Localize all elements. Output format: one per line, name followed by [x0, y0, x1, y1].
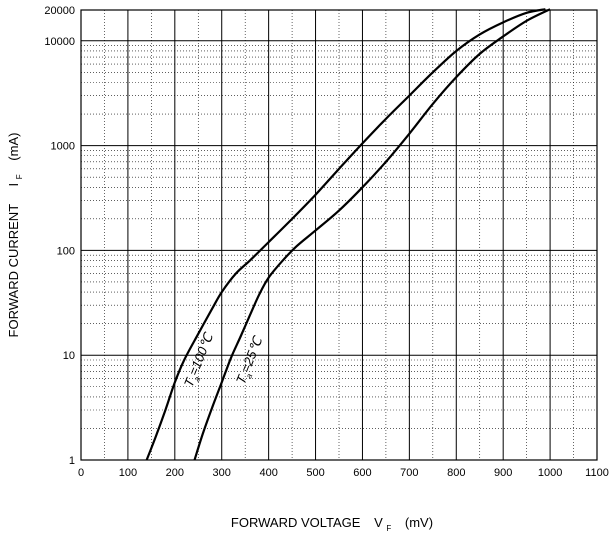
x-tick-label: 0 — [78, 467, 84, 479]
plot-frame — [80, 9, 598, 461]
annotation-ta-25c-value: =25℃ — [238, 334, 266, 375]
annotation-ta-100c-subscript: a — [192, 375, 202, 383]
x-tick-label: 900 — [494, 467, 512, 479]
x-tick-label: 1000 — [538, 467, 562, 479]
x-tick-label: 500 — [306, 467, 324, 479]
x-axis-title: FORWARD VOLTAGE V F (mV) — [231, 515, 433, 534]
y-tick-label: 10 — [63, 350, 75, 362]
y-tick-label: 20000 — [44, 5, 75, 17]
y-axis-title-unit: (mA) — [6, 133, 21, 161]
series-layer — [145, 8, 551, 461]
y-tick-label: 10000 — [44, 36, 75, 48]
x-tick-label: 800 — [447, 467, 465, 479]
x-tick-label: 700 — [400, 467, 418, 479]
y-axis-title: FORWARD CURRENT I F (mA) — [6, 133, 25, 338]
y-axis-title-subscript: F — [15, 174, 24, 179]
x-axis-title-main: FORWARD VOLTAGE — [231, 515, 361, 530]
x-tick-labels: 0 100 200 300 400 500 600 700 800 900 1000 1100 — [78, 467, 609, 479]
x-tick-label: 200 — [166, 467, 184, 479]
x-tick-label: 600 — [353, 467, 371, 479]
series-line-ta-100c — [145, 8, 546, 461]
major-grid — [80, 9, 598, 461]
y-tick-labels: 1 10 100 1000 10000 20000 — [44, 5, 75, 467]
minor-grid — [81, 10, 597, 460]
x-tick-label: 400 — [259, 467, 277, 479]
x-tick-label: 100 — [119, 467, 137, 479]
y-tick-label: 100 — [57, 245, 75, 257]
x-tick-label: 300 — [213, 467, 231, 479]
series-line-ta-25c — [193, 8, 551, 461]
x-tick-label: 1100 — [585, 467, 609, 479]
y-tick-label: 1000 — [51, 141, 75, 153]
y-axis-title-symbol: I — [6, 183, 21, 187]
annotation-layer: Ta=100℃Ta=25℃ — [181, 330, 266, 389]
annotation-ta-25c-subscript: a — [244, 372, 254, 380]
x-axis-title-subscript: F — [386, 524, 391, 533]
y-tick-label: 1 — [69, 455, 75, 467]
y-axis-title-main: FORWARD CURRENT — [6, 204, 21, 338]
x-axis-title-unit: (mV) — [405, 515, 433, 530]
annotation-ta-100c-value: =100℃ — [186, 330, 217, 378]
x-axis-title-symbol: V — [374, 515, 383, 530]
